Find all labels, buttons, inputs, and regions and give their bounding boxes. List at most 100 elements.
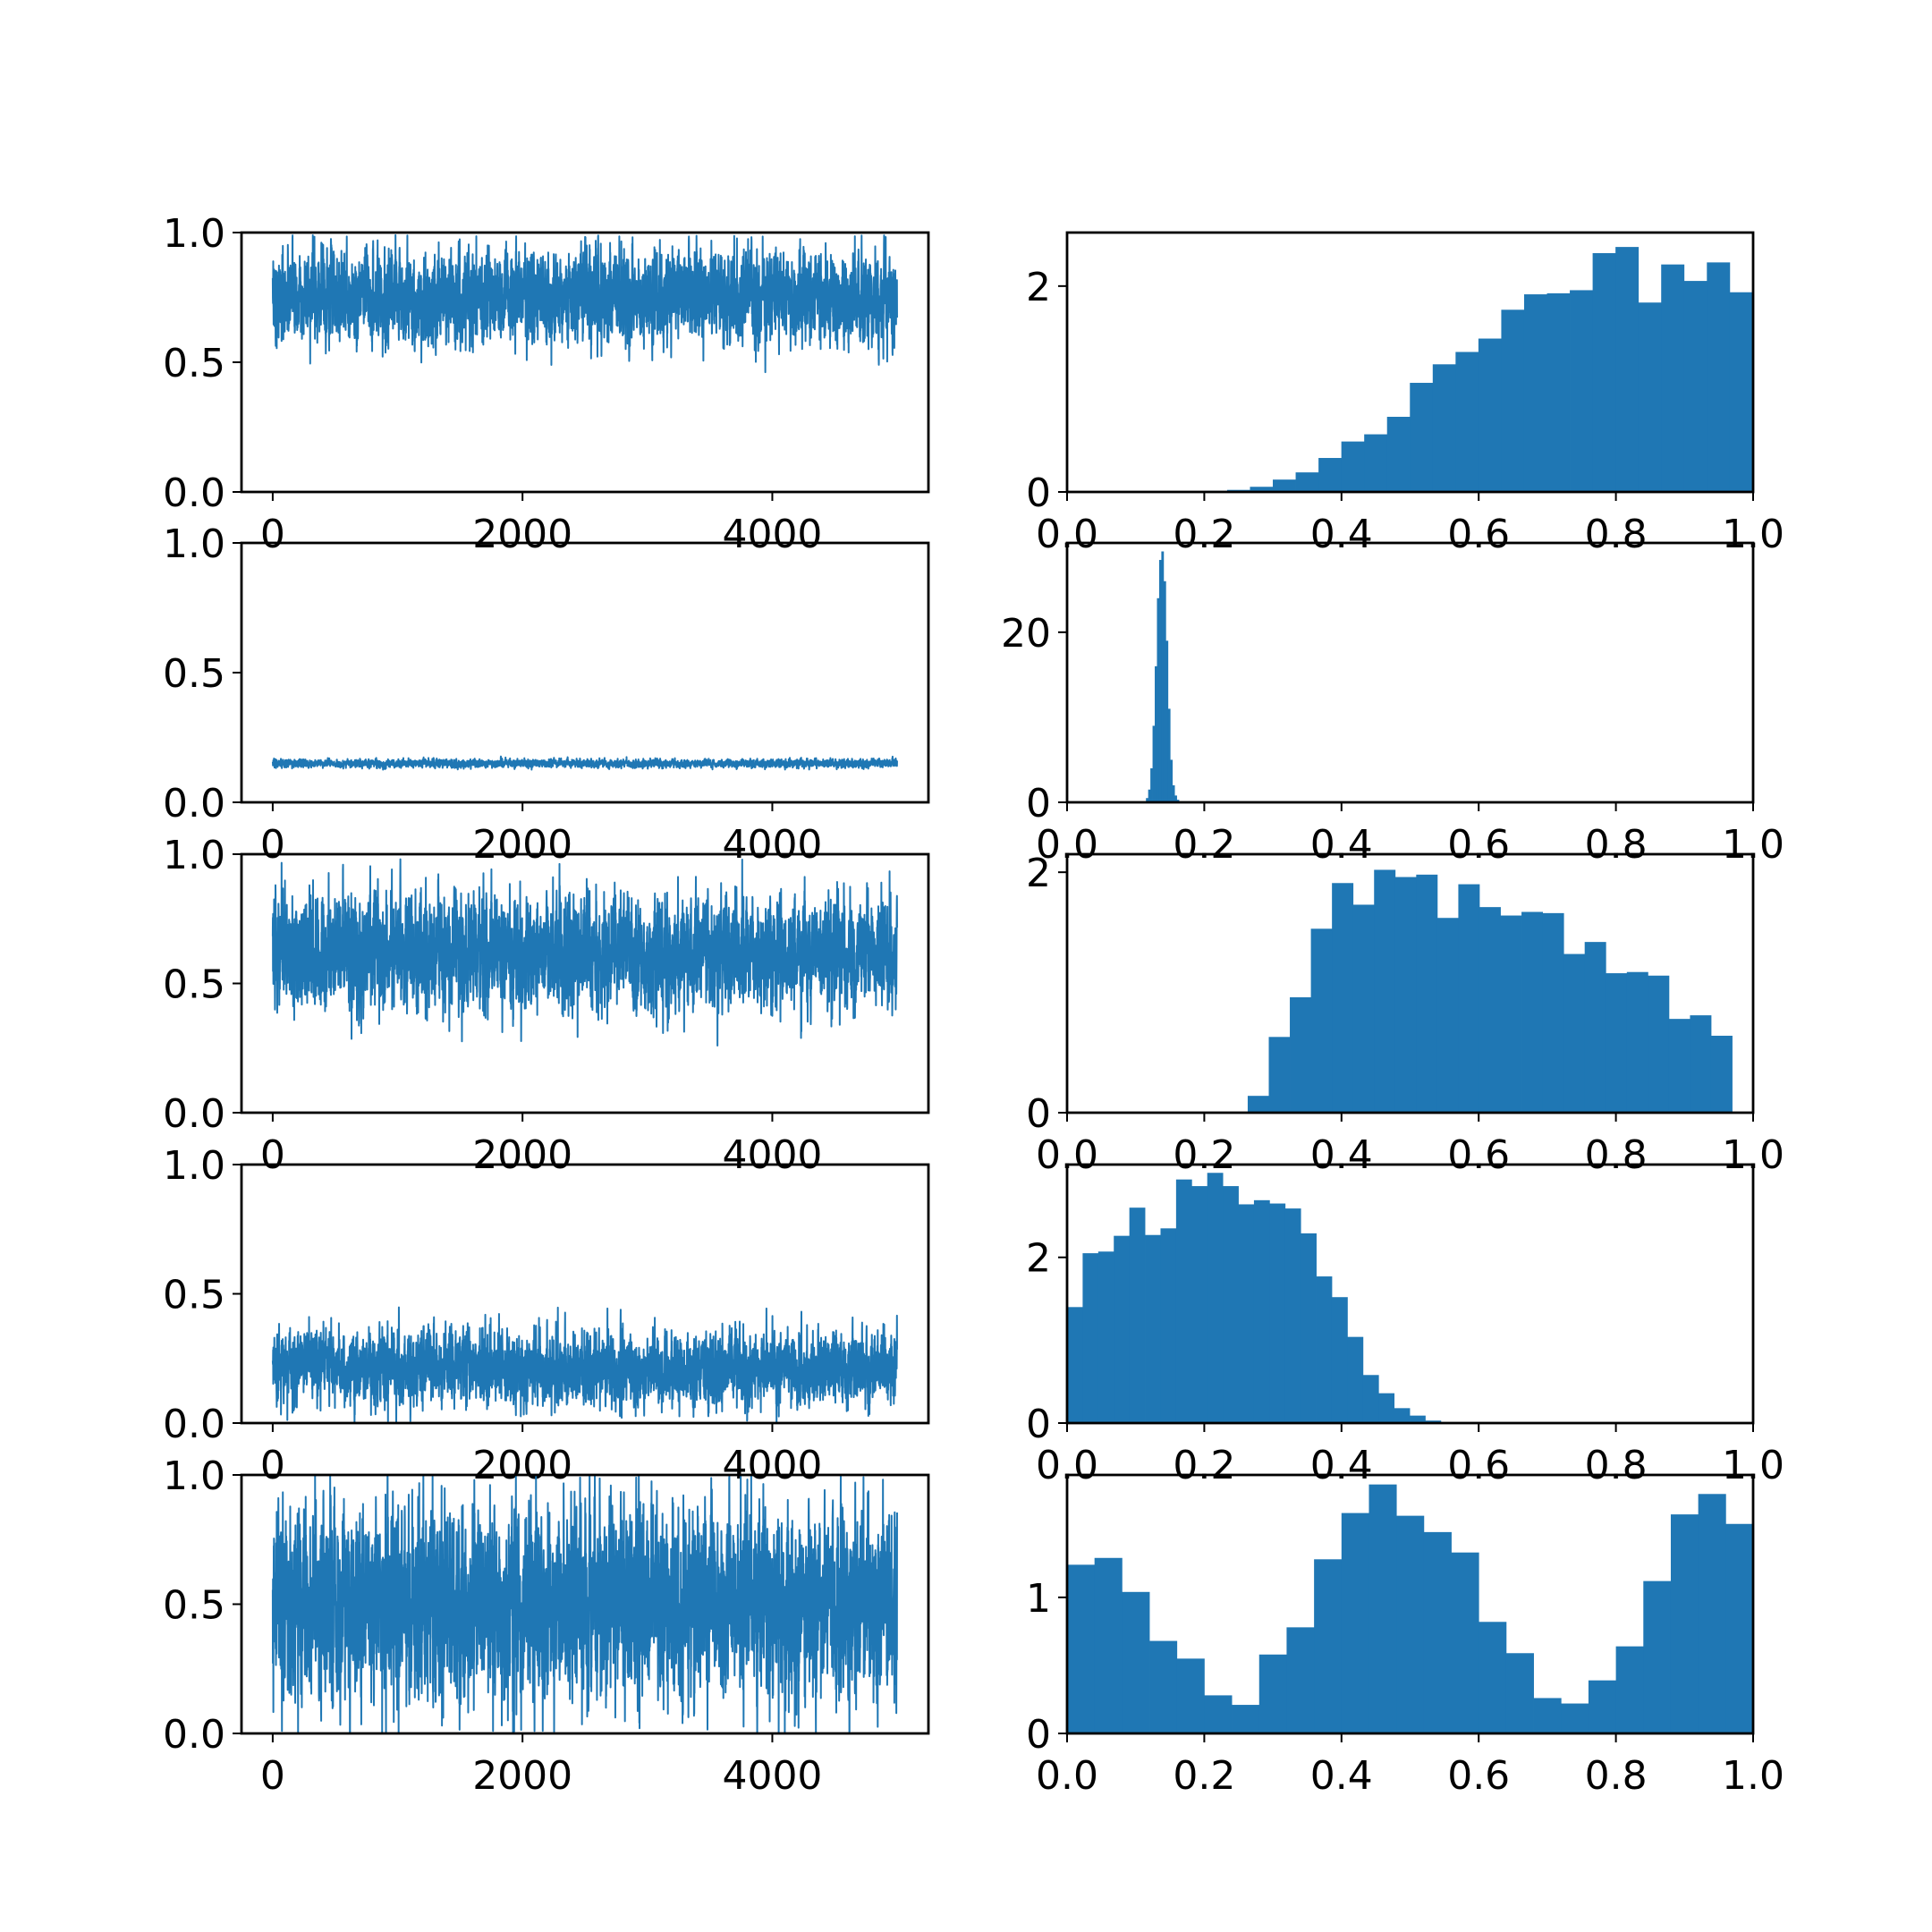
histogram-bar (1269, 1203, 1286, 1423)
x-tick-label: 0.4 (1310, 1132, 1373, 1178)
y-tick-label: 0.5 (163, 1583, 225, 1629)
x-tick-label: 0.6 (1447, 1443, 1510, 1488)
histogram-bar (1167, 708, 1171, 802)
histogram-bar (1626, 971, 1648, 1113)
y-tick-label: 0.0 (163, 1091, 225, 1137)
histogram-bar (1191, 1186, 1208, 1423)
x-tick-label: 0 (260, 822, 285, 868)
histogram-bar (1148, 789, 1151, 802)
x-tick-label: 0.2 (1173, 822, 1235, 868)
histogram-bar (1683, 281, 1707, 492)
plot-area (1247, 869, 1733, 1113)
histogram-bar (1729, 292, 1753, 492)
x-tick-label: 2000 (472, 1753, 572, 1799)
y-tick-label: 1.0 (163, 1453, 225, 1499)
histogram-bar (1268, 1037, 1291, 1113)
histogram-bar (1423, 1531, 1452, 1733)
x-tick-label: 0.2 (1173, 1753, 1235, 1799)
histogram-bar (1207, 1173, 1224, 1423)
histogram-bar (1223, 1186, 1239, 1423)
histogram-bar (1523, 294, 1547, 492)
histogram-bar (1546, 292, 1571, 492)
x-tick-label: 4000 (722, 512, 822, 557)
x-tick-label: 2000 (472, 512, 572, 557)
histogram-bar (1670, 1514, 1699, 1733)
plot-area (271, 1475, 898, 1733)
histogram-bar (1175, 1179, 1192, 1423)
histogram-bar (1362, 1375, 1379, 1423)
x-tick-label: 4000 (722, 822, 822, 868)
histogram-bar (1149, 1640, 1178, 1733)
plot-area (1067, 1484, 1753, 1733)
y-tick-label: 0.5 (163, 651, 225, 697)
histogram-bar (1250, 487, 1274, 492)
histogram-bar (1570, 290, 1593, 492)
histogram-bar (1094, 1557, 1123, 1733)
x-tick-label: 0.0 (1036, 1753, 1098, 1799)
subplot-2-1: 0 2000 4000 0.0 0.5 1.0 (163, 521, 930, 868)
x-tick-label: 0.4 (1310, 1753, 1373, 1799)
histogram-bar (1150, 767, 1153, 802)
histogram-bar (1314, 1559, 1343, 1733)
histogram-bar (1394, 1408, 1411, 1423)
histogram-bar (1157, 597, 1160, 802)
histogram-bar (1648, 975, 1670, 1113)
y-tick-label: 0 (1026, 781, 1051, 826)
x-tick-label: 4000 (722, 1443, 822, 1488)
histogram-bar (1505, 1653, 1534, 1733)
y-tick-label: 1.0 (163, 1143, 225, 1189)
histogram-bar (1155, 665, 1157, 802)
plot-area (271, 233, 898, 374)
histogram-bar (1301, 1233, 1317, 1423)
histogram-bar (1284, 1208, 1301, 1423)
y-tick-label: 2 (1026, 1236, 1051, 1282)
subplot-4-2: 0.0 0.2 0.4 0.6 0.8 1.002 (1026, 1163, 1784, 1488)
x-tick-label: 2000 (472, 822, 572, 868)
y-tick-label: 1 (1026, 1576, 1051, 1622)
histogram-bar (1533, 1698, 1562, 1733)
histogram-bar (1643, 1580, 1672, 1733)
histogram-bar (1273, 479, 1296, 492)
histogram-bar (1410, 383, 1434, 492)
subplot-3-1: 0 2000 4000 0.0 0.5 1.0 (163, 833, 930, 1178)
histogram-bar (1386, 416, 1411, 492)
histogram-bar (1615, 247, 1640, 492)
histogram-bar (1129, 1208, 1146, 1423)
histogram-bar (1668, 1019, 1690, 1113)
histogram-bar (1161, 551, 1165, 802)
x-tick-label: 4000 (722, 1753, 822, 1799)
y-tick-label: 1.0 (163, 833, 225, 878)
histogram-bar (1176, 800, 1180, 802)
x-tick-label: 0 (260, 1132, 285, 1178)
histogram-bar (1436, 918, 1459, 1113)
histogram-bar (1122, 1591, 1150, 1733)
histogram-bar (1561, 1703, 1589, 1733)
x-tick-label: 0.8 (1585, 512, 1648, 557)
histogram-bar (1347, 1336, 1364, 1423)
x-tick-label: 0.6 (1447, 512, 1510, 557)
histogram-bar (1707, 262, 1731, 492)
histogram-bar (1204, 1695, 1233, 1733)
histogram-bar (1145, 1234, 1161, 1423)
y-tick-label: 0.0 (163, 781, 225, 826)
x-tick-label: 0.2 (1173, 1443, 1235, 1488)
trace-line (271, 1306, 898, 1423)
trace-line (271, 755, 898, 771)
histogram-bar (1725, 1523, 1753, 1733)
x-tick-label: 0.4 (1310, 822, 1373, 868)
histogram-bar (1368, 1484, 1397, 1733)
x-tick-label: 0.2 (1173, 1132, 1235, 1178)
trace-line (271, 858, 898, 1046)
histogram-bar (1310, 928, 1333, 1113)
histogram-bar (1615, 1646, 1644, 1733)
x-tick-label: 4000 (722, 1132, 822, 1178)
histogram-bar (1174, 795, 1177, 802)
histogram-bar (1416, 874, 1438, 1113)
histogram-bar (1752, 343, 1753, 492)
x-tick-label: 0 (260, 512, 285, 557)
x-tick-label: 0 (260, 1753, 285, 1799)
histogram-bar (1396, 1515, 1425, 1733)
histogram-bar (1458, 884, 1480, 1113)
histogram-bar (1160, 1228, 1177, 1423)
histogram-bar (1710, 1035, 1733, 1113)
